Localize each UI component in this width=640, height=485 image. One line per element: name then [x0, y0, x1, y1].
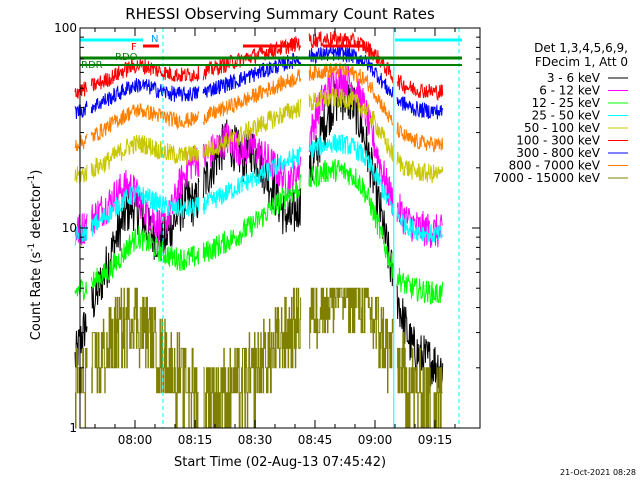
legend-label-4: 25 - 50 keV	[532, 109, 601, 123]
legend-label-9: 7000 - 15000 keV	[493, 171, 600, 185]
series-line-8	[74, 62, 444, 153]
x-tick-label: 08:15	[178, 433, 213, 447]
y-axis-label-main: Count Rate (s	[29, 252, 44, 341]
x-axis-label: Start Time (02-Aug-13 07:45:42)	[174, 455, 386, 470]
y-axis-label: Count Rate (s-1 detector-1)	[27, 170, 44, 341]
legend-label-6: 100 - 300 keV	[516, 134, 600, 148]
legend-header-line-1: Det 1,3,4,5,6,9,	[534, 41, 628, 55]
legend-label-8: 800 - 7000 keV	[509, 159, 601, 173]
y-tick-label: 100	[54, 21, 77, 35]
saa-flag-label: N	[151, 34, 158, 45]
y-tick-label: 1	[69, 421, 77, 435]
plot-area	[74, 28, 462, 429]
x-tick-label: 09:15	[418, 433, 453, 447]
series-line-5	[74, 87, 444, 184]
legend: Det 1,3,4,5,6,9, FDecim 1, Att 0 3 - 6 k…	[493, 41, 628, 185]
y-axis-label-rest: detector	[29, 183, 44, 243]
y-tick-label: 10	[62, 221, 77, 235]
footer-date: 21-Oct-2021 08:28	[560, 468, 636, 477]
series-line-4	[74, 133, 444, 246]
x-tick-label: 08:00	[118, 433, 153, 447]
x-tick-label: 08:30	[238, 433, 273, 447]
series-line-7	[74, 44, 444, 120]
flare-flag-label: F	[131, 42, 137, 53]
chart-title: RHESSI Observing Summary Count Rates	[125, 5, 435, 23]
rdo-flag-label: RDO	[115, 52, 138, 63]
legend-label-2: 6 - 12 keV	[539, 84, 601, 98]
y-axis-label-end: )	[29, 170, 44, 175]
legend-label-3: 12 - 25 keV	[532, 96, 601, 110]
legend-header-line-2: FDecim 1, Att 0	[535, 55, 628, 69]
legend-label-1: 3 - 6 keV	[547, 71, 601, 85]
x-tick-label: 08:45	[298, 433, 333, 447]
series-line-2	[74, 63, 443, 249]
y-axis-label-sup: -1	[27, 243, 37, 252]
legend-label-7: 300 - 800 keV	[516, 146, 600, 160]
y-axis-label-sup2: -1	[27, 175, 37, 184]
x-tick-label: 09:00	[358, 433, 393, 447]
legend-label-5: 50 - 100 keV	[524, 121, 601, 135]
series-line-3	[74, 158, 444, 305]
eclipse-flag-label: RDR	[81, 60, 103, 71]
